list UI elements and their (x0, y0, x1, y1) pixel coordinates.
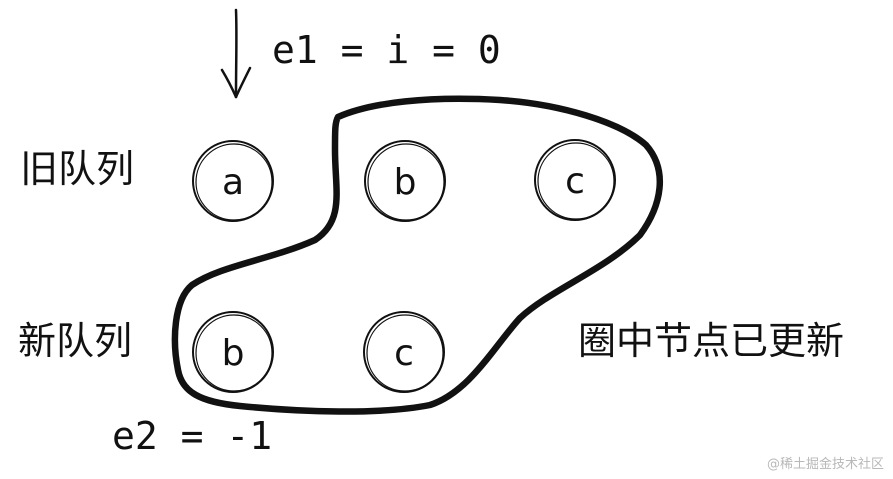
e2-pointer-label: e2 = -1 (112, 414, 272, 458)
new-queue-label: 新队列 (18, 319, 132, 363)
updated-nodes-enclosure (171, 95, 664, 415)
e1-arrow-icon (220, 8, 252, 99)
old-node-letter: c (565, 161, 585, 202)
old-queue-node: c (534, 139, 616, 221)
old-queue-label: 旧队列 (20, 147, 134, 191)
old-queue-node: b (364, 140, 446, 222)
old-node-letter: b (394, 162, 417, 203)
old-node-letter: a (222, 162, 244, 203)
new-node-letter: c (394, 333, 414, 374)
new-queue-node: c (363, 311, 445, 393)
circled-note-label: 圈中节点已更新 (578, 319, 844, 363)
new-node-letter: b (222, 333, 245, 374)
watermark-text: @稀土掘金技术社区 (767, 456, 884, 472)
old-queue-node: a (192, 140, 274, 222)
e1-pointer-label: e1 = i = 0 (272, 28, 501, 72)
new-queue-node: b (192, 311, 274, 393)
